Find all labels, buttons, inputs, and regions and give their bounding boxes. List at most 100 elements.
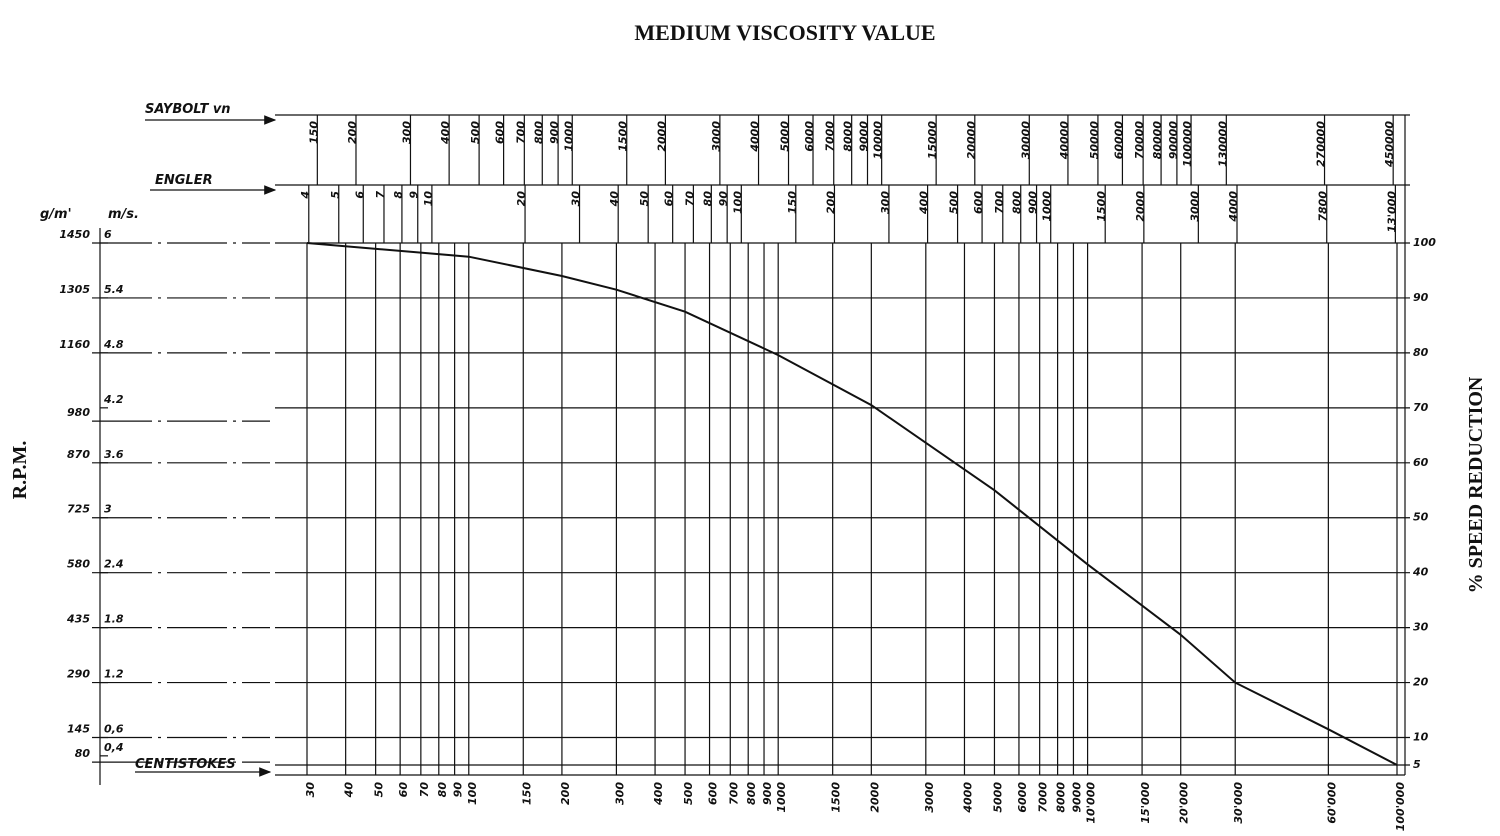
- x-tick-label: 1500: [830, 782, 843, 813]
- saybolt-tick-label: 80000: [1151, 121, 1164, 160]
- saybolt-tick-label: 2000: [655, 121, 668, 152]
- saybolt-tick-label: 40000: [1058, 121, 1071, 161]
- saybolt-tick-label: 9000: [858, 121, 871, 152]
- engler-tick-label: 20: [515, 191, 528, 207]
- rpm-tick-label: 580: [67, 558, 90, 571]
- saybolt-tick-label: 700: [514, 121, 527, 144]
- saybolt-tick-label: 1500: [617, 121, 630, 152]
- saybolt-tick-label: 270000: [1315, 121, 1328, 167]
- saybolt-tick-label: 450000: [1383, 121, 1396, 168]
- y-tick-label: 50: [1413, 511, 1429, 524]
- engler-tick-label: 30: [570, 191, 583, 207]
- x-axis-title: CENTISTOKES: [135, 757, 236, 772]
- x-tick-label: 100: [466, 782, 479, 805]
- speed-tick-label: 3: [104, 503, 112, 516]
- engler-tick-label: 600: [972, 191, 985, 214]
- saybolt-tick-label: 8000: [842, 121, 855, 152]
- x-tick-label: 4000: [961, 782, 974, 814]
- rpm-tick-label: 1450: [59, 228, 90, 241]
- saybolt-tick-label: 70000: [1133, 121, 1146, 160]
- engler-tick-label: 4: [299, 191, 312, 200]
- chart-title: MEDIUM VISCOSITY VALUE: [634, 20, 935, 45]
- x-tick-label: 80: [436, 782, 449, 798]
- x-tick-label: 150: [520, 782, 533, 805]
- engler-tick-label: 1000: [1041, 191, 1054, 222]
- engler-tick-label: 4000: [1227, 191, 1240, 223]
- x-tick-label: 8000: [1055, 782, 1068, 813]
- saybolt-tick-label: 1000: [562, 121, 575, 152]
- x-tick-label: 2000: [868, 782, 881, 813]
- engler-tick-label: 90: [717, 191, 730, 207]
- saybolt-tick-label: 5000: [779, 121, 792, 152]
- x-tick-label: 900: [761, 782, 774, 805]
- speed-tick-label: 0,4: [104, 741, 124, 754]
- saybolt-tick-label: 900: [548, 121, 561, 144]
- x-tick-label: 10'000: [1085, 782, 1098, 824]
- engler-tick-label: 9: [408, 191, 421, 199]
- rpm-tick-label: 80: [75, 747, 91, 760]
- engler-tick-label: 40: [608, 191, 621, 208]
- engler-tick-label: 50: [638, 191, 651, 207]
- engler-tick-label: 70: [683, 191, 696, 207]
- x-tick-label: 3000: [923, 782, 936, 813]
- engler-tick-label: 8: [392, 191, 405, 199]
- x-tick-label: 90: [452, 782, 465, 798]
- x-tick-label: 500: [682, 782, 695, 805]
- y-tick-label: 60: [1413, 456, 1429, 469]
- speed-tick-label: 3.6: [104, 448, 124, 461]
- engler-tick-label: 80: [701, 191, 714, 207]
- x-tick-label: 70: [418, 782, 431, 798]
- saybolt-tick-label: 600: [494, 121, 507, 144]
- rpm-tick-label: 980: [67, 406, 90, 419]
- saybolt-tick-label: 90000: [1167, 121, 1180, 160]
- speed-tick-label: 6: [104, 228, 112, 241]
- saybolt-tick-label: 6000: [803, 121, 816, 152]
- engler-tick-label: 200: [824, 191, 837, 214]
- saybolt-tick-label: 400: [439, 121, 452, 145]
- engler-tick-label: 800: [1011, 191, 1024, 214]
- saybolt-tick-label: 500: [469, 121, 482, 144]
- rpm-label: g/m': [40, 207, 72, 222]
- x-tick-label: 20'000: [1178, 782, 1191, 824]
- engler-tick-label: 6: [353, 191, 366, 199]
- speed-tick-label: 5.4: [104, 283, 124, 296]
- engler-tick-label: 3000: [1188, 191, 1201, 222]
- saybolt-tick-label: 10000: [872, 121, 885, 160]
- rpm-tick-label: 1305: [59, 283, 90, 296]
- saybolt-tick-label: 100000: [1181, 121, 1194, 167]
- engler-tick-label: 60: [663, 191, 676, 207]
- x-tick-label: 100'000: [1394, 782, 1407, 832]
- x-tick-label: 700: [727, 782, 740, 805]
- saybolt-tick-label: 7000: [824, 121, 837, 152]
- rpm-tick-label: 290: [67, 668, 90, 681]
- saybolt-tick-label: 800: [532, 121, 545, 144]
- speed-tick-label: 1.8: [104, 613, 124, 626]
- saybolt-tick-label: 200: [346, 121, 359, 144]
- x-tick-label: 6000: [1016, 782, 1029, 813]
- y-tick-label: 90: [1413, 291, 1429, 304]
- engler-tick-label: 7800: [1317, 191, 1330, 222]
- engler-tick-label: 1500: [1095, 191, 1108, 222]
- y-tick-label: 30: [1413, 621, 1429, 634]
- engler-tick-label: 900: [1027, 191, 1040, 214]
- x-tick-label: 60'000: [1325, 782, 1338, 824]
- saybolt-tick-label: 15000: [926, 121, 939, 160]
- speed-tick-label: 4.8: [103, 338, 124, 351]
- engler-tick-label: 400: [918, 191, 931, 215]
- curve: [306, 242, 1398, 766]
- y-axis-title: % SPEED REDUCTION: [1465, 376, 1487, 593]
- x-tick-label: 40: [343, 782, 356, 799]
- rpm-tick-label: 1160: [59, 338, 90, 351]
- engler-tick-label: 700: [993, 191, 1006, 214]
- speed-label: m/s.: [108, 207, 139, 222]
- rpm-title: R.P.M.: [9, 441, 31, 500]
- y-tick-label: 40: [1412, 566, 1429, 579]
- speed-tick-label: 2.4: [104, 558, 124, 571]
- saybolt-tick-label: 20000: [965, 121, 978, 160]
- x-tick-label: 300: [613, 782, 626, 805]
- y-tick-label: 20: [1413, 676, 1429, 689]
- saybolt-tick-label: 150: [307, 121, 320, 144]
- x-tick-label: 30: [304, 782, 317, 798]
- x-tick-label: 600: [707, 782, 720, 805]
